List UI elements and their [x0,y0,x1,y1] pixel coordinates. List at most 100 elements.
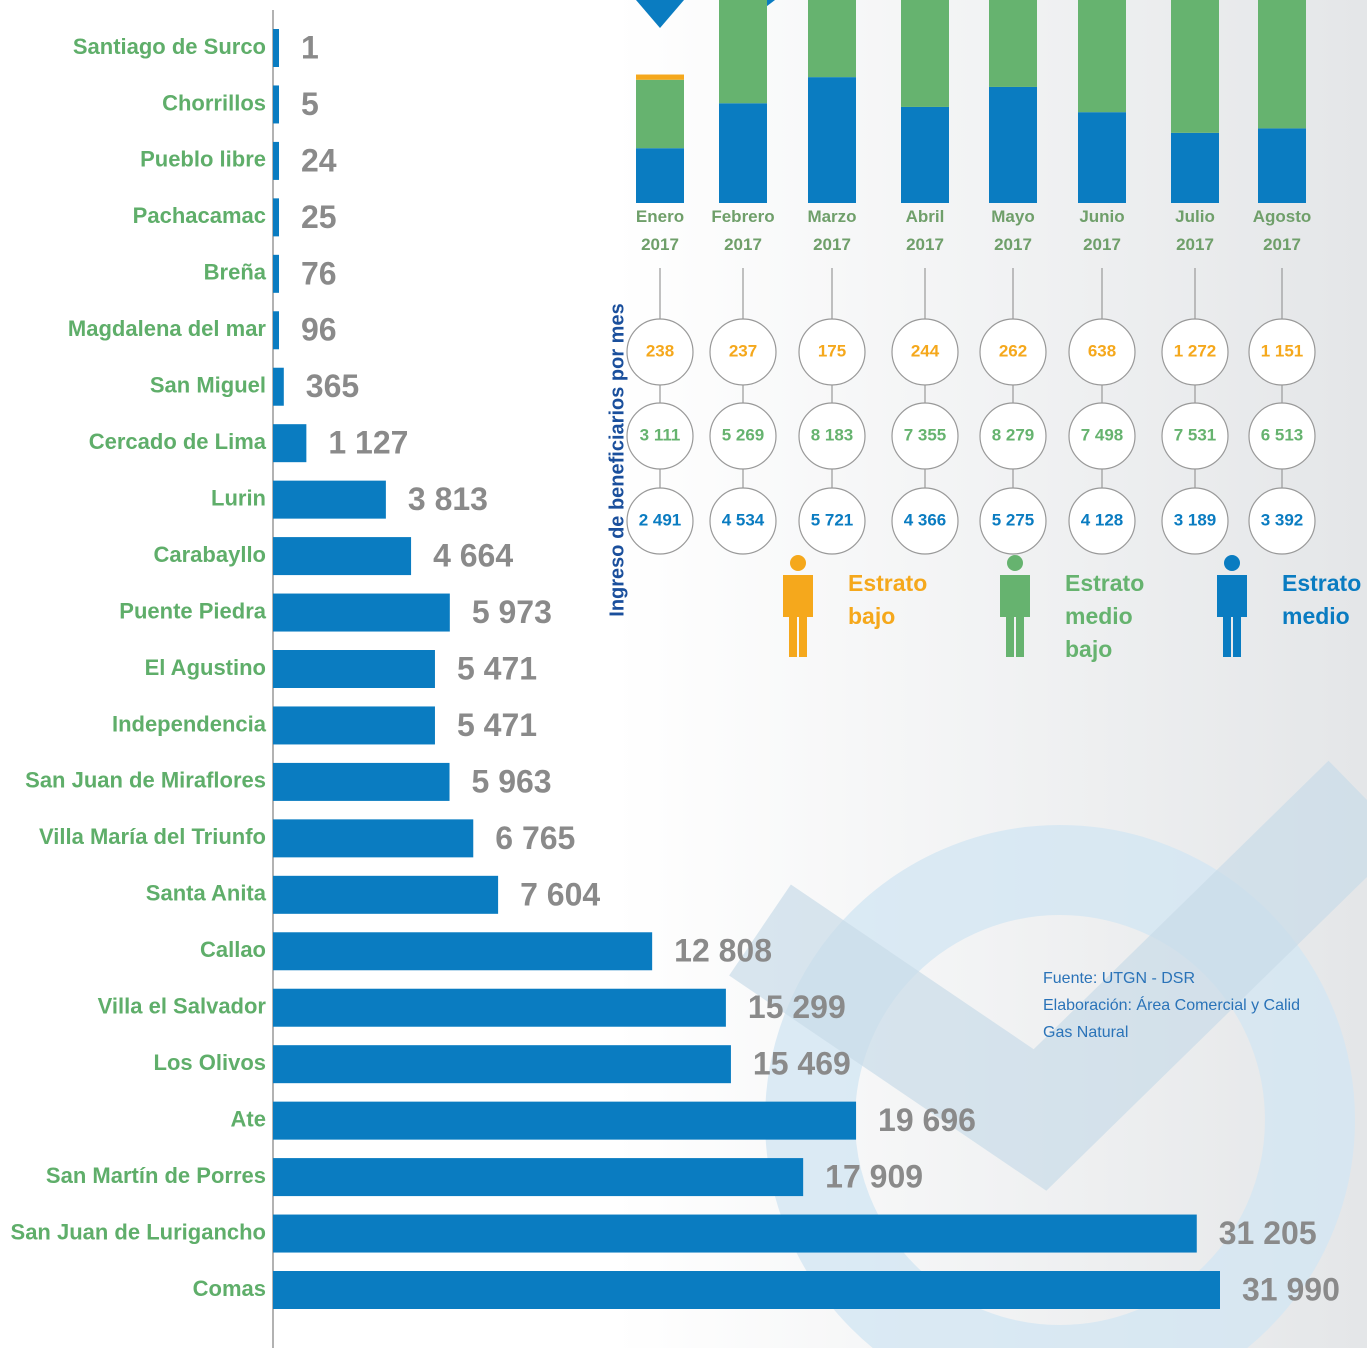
value-label: 15 469 [753,1046,851,1082]
category-label: Puente Piedra [119,598,266,623]
data-label: 175 [818,341,846,360]
value-circle [891,487,959,555]
category-label: Los Olivos [154,1050,266,1075]
x-tick-label: Enero 2017 [636,207,684,254]
data-label: 238 [646,341,674,360]
value-label: 5 973 [472,594,552,630]
value-label: 12 808 [674,933,772,969]
value-label: 5 471 [457,707,537,743]
data-label: 262 [999,341,1027,360]
value-label: 25 [301,199,337,235]
data-label: 8 183 [811,425,854,444]
data-label: 8 279 [992,425,1035,444]
value-circle [1161,487,1229,555]
category-label: Pachacamac [133,203,266,228]
category-label: San Miguel [150,373,266,398]
x-tick-label: Abril 2017 [906,207,945,254]
category-label: San Martín de Porres [46,1163,266,1188]
category-label: Lurin [211,485,266,510]
bar [273,85,279,124]
note: Fuente: UTGN - DSR [1043,970,1195,987]
bar [273,1101,857,1140]
data-label: 1 272 [1174,341,1217,360]
bar [273,875,499,914]
category-label: Ate [231,1106,266,1131]
bar [273,650,435,688]
value-label: 4 664 [433,538,513,574]
value-label: 3 813 [408,481,488,517]
bar-segment [1078,112,1126,203]
value-label: 5 471 [457,650,537,686]
value-label: 5 [301,86,319,122]
watermark-check [729,760,1367,1191]
pin [636,0,684,28]
bar [273,988,726,1027]
bar [273,1214,1197,1253]
data-label: 3 392 [1261,510,1304,529]
x-tick-label: Mayo 2017 [991,207,1034,254]
bar-segment [1171,0,1219,133]
bar [273,367,284,406]
category-label: Santiago de Surco [73,34,266,59]
note: Gas Natural [1043,1024,1128,1041]
value-label: 7 604 [520,876,600,912]
category-label: Carabayllo [154,542,267,567]
bar-segment [636,79,684,149]
y-axis-label: Ingreso de beneficiarios por mes [606,303,628,616]
value-circle [1068,487,1136,555]
value-label: 96 [301,312,337,348]
legend-label: Estrato bajo [848,570,927,629]
legend-label: Estrato medio [1282,570,1361,629]
category-label: Callao [200,937,266,962]
x-tick-label: Febrero 2017 [711,207,774,254]
bar-segment [719,0,767,104]
category-label: Cercado de Lima [89,429,267,454]
legend-icon [1217,555,1247,657]
x-tick-label: Marzo 2017 [807,207,856,254]
value-label: 31 205 [1219,1215,1317,1251]
bar [273,141,279,180]
value-label: 365 [306,368,359,404]
value-circle [1248,487,1316,555]
data-label: 4 366 [904,510,947,529]
bar [273,1271,1220,1309]
bar-segment [636,148,684,203]
legend-icon [783,555,813,657]
icon-body [783,575,813,657]
category-label: Magdalena del mar [68,316,267,341]
bar [273,311,279,350]
data-label: 7 498 [1081,425,1124,444]
category-label: Comas [193,1276,266,1301]
category-label: Independencia [112,711,267,736]
data-label: 5 275 [992,510,1035,529]
bar-segment [636,74,684,80]
data-label: 2 491 [639,510,682,529]
legend-label: Estrato medio bajo [1065,570,1144,662]
note: Elaboración: Área Comercial y Calid [1043,995,1300,1014]
data-label: 7 355 [904,425,947,444]
bar [273,1045,731,1084]
bar [273,593,450,632]
bar-segment [901,106,949,203]
icon-body [1000,575,1030,657]
bar-segment [1258,0,1306,129]
x-tick-label: Agosto 2017 [1253,207,1312,254]
data-label: 638 [1088,341,1116,360]
value-circle [979,487,1047,555]
data-label: 6 513 [1261,425,1304,444]
category-label: Pueblo libre [140,147,266,172]
category-label: San Juan de Lurigancho [11,1219,266,1244]
legend-icon [1000,555,1030,657]
category-label: Villa María del Triunfo [39,824,266,849]
bar [273,29,279,67]
data-label: 237 [729,341,757,360]
category-label: Santa Anita [146,881,267,906]
icon-head [790,555,806,571]
value-label: 1 127 [328,425,408,461]
bar-segment [989,0,1037,87]
data-label: 5 721 [811,510,854,529]
category-label: El Agustino [145,655,266,680]
bar [273,254,279,293]
value-label: 17 909 [825,1159,923,1195]
